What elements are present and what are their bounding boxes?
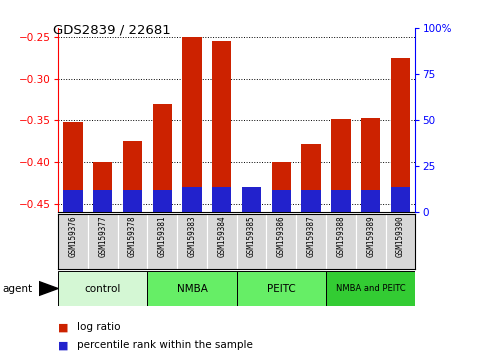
Bar — [267, 214, 296, 269]
Bar — [177, 214, 207, 269]
Bar — [58, 214, 88, 269]
Bar — [237, 271, 326, 306]
Bar — [242, 187, 261, 212]
Bar — [271, 190, 291, 212]
Bar — [361, 118, 381, 212]
Text: GSM159378: GSM159378 — [128, 216, 137, 257]
Bar — [153, 104, 172, 212]
Bar — [207, 214, 237, 269]
Bar — [301, 190, 321, 212]
Bar — [212, 41, 231, 212]
Text: GSM159389: GSM159389 — [366, 216, 375, 257]
Bar — [331, 190, 351, 212]
Text: percentile rank within the sample: percentile rank within the sample — [77, 340, 253, 350]
Bar — [153, 190, 172, 212]
Bar — [58, 271, 147, 306]
Bar — [123, 190, 142, 212]
Bar — [88, 214, 117, 269]
Text: control: control — [85, 284, 121, 293]
Bar — [212, 187, 231, 212]
Text: GSM159386: GSM159386 — [277, 216, 286, 257]
Bar — [361, 190, 381, 212]
Bar — [326, 271, 415, 306]
Text: GSM159377: GSM159377 — [98, 216, 107, 257]
Text: ■: ■ — [58, 340, 72, 350]
Bar — [182, 187, 202, 212]
Bar — [242, 187, 261, 212]
Bar — [147, 214, 177, 269]
Bar — [182, 37, 202, 212]
Text: NMBA and PEITC: NMBA and PEITC — [336, 284, 406, 293]
Bar — [117, 214, 147, 269]
Text: GSM159385: GSM159385 — [247, 216, 256, 257]
Bar — [93, 162, 113, 212]
Text: log ratio: log ratio — [77, 322, 121, 332]
Text: GDS2839 / 22681: GDS2839 / 22681 — [53, 23, 171, 36]
Bar — [123, 141, 142, 212]
Text: GSM159388: GSM159388 — [337, 216, 345, 257]
Bar — [356, 214, 385, 269]
Polygon shape — [39, 281, 58, 296]
Text: GSM159376: GSM159376 — [69, 216, 77, 257]
Text: GSM159381: GSM159381 — [158, 216, 167, 257]
Bar — [385, 214, 415, 269]
Text: agent: agent — [2, 284, 32, 293]
Bar — [237, 214, 267, 269]
Text: NMBA: NMBA — [177, 284, 207, 293]
Bar — [391, 58, 410, 212]
Bar — [93, 190, 113, 212]
Text: ■: ■ — [58, 322, 72, 332]
Bar — [147, 271, 237, 306]
Bar — [326, 214, 356, 269]
Bar — [301, 144, 321, 212]
Text: GSM159387: GSM159387 — [307, 216, 315, 257]
Bar — [63, 190, 83, 212]
Bar — [271, 162, 291, 212]
Text: GSM159383: GSM159383 — [187, 216, 197, 257]
Text: GSM159384: GSM159384 — [217, 216, 226, 257]
Text: PEITC: PEITC — [267, 284, 296, 293]
Bar — [391, 187, 410, 212]
Text: GSM159390: GSM159390 — [396, 216, 405, 257]
Bar — [296, 214, 326, 269]
Bar — [63, 122, 83, 212]
Bar — [331, 119, 351, 212]
